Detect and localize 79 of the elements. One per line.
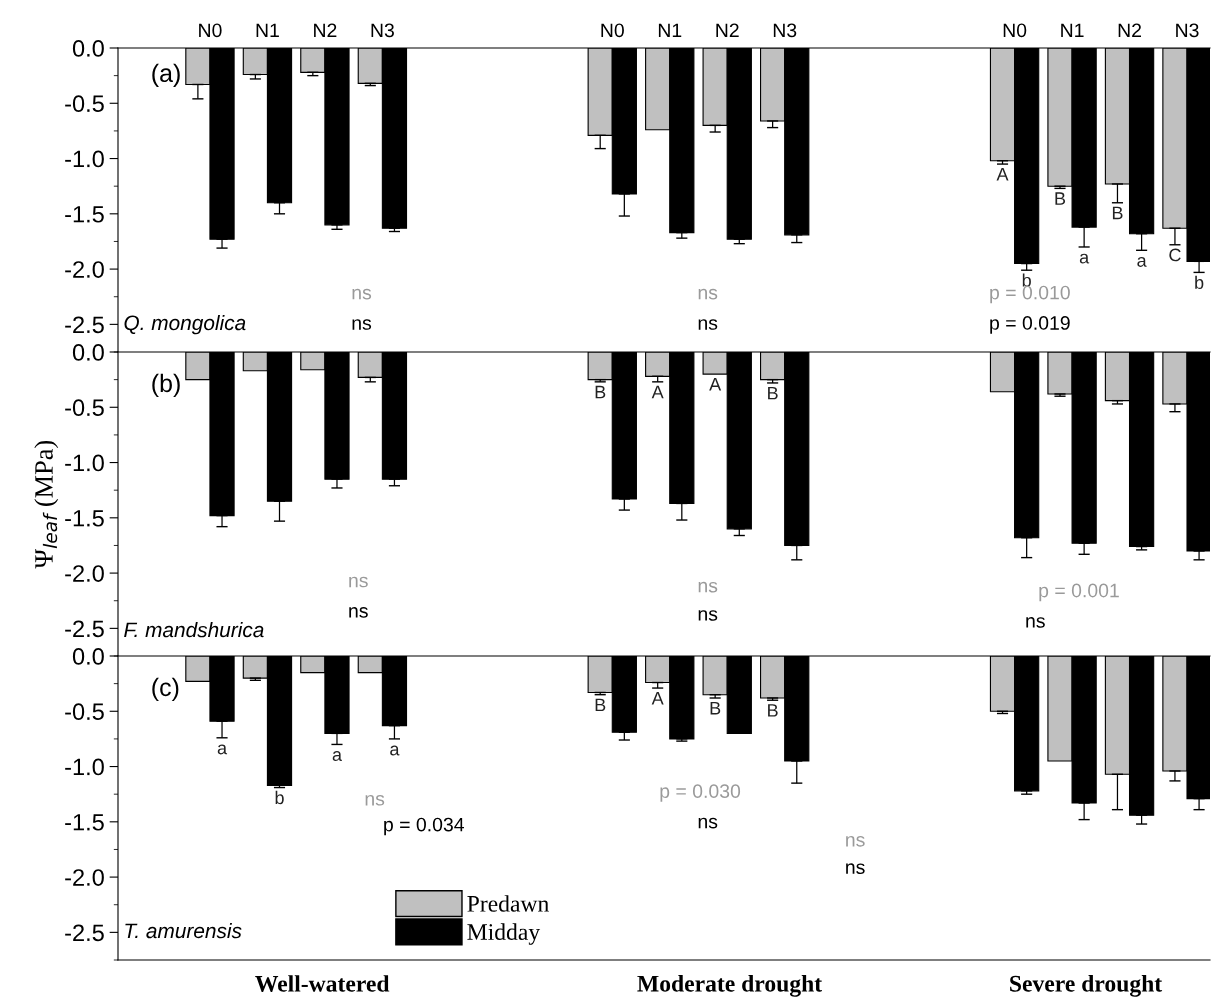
- x-tick-label: N0: [601, 23, 624, 38]
- annotation: F. mandshurica: [124, 621, 264, 638]
- data-label: A: [651, 385, 664, 399]
- x-tick-label: N2: [1118, 23, 1141, 38]
- annotation: Q. mongolica: [124, 314, 246, 335]
- legend-label: Predawn: [467, 895, 549, 912]
- data-label: B: [595, 385, 606, 399]
- y-tick-label: -2.0: [65, 261, 104, 278]
- data-label: a: [1079, 253, 1090, 264]
- y-tick-label: -1.5: [65, 510, 104, 527]
- x-tick-label: N3: [773, 23, 797, 38]
- y-tick-label: -2.0: [65, 869, 104, 886]
- y-tick-label: -1.0: [65, 150, 104, 168]
- annotation: p = 0.019: [990, 316, 1070, 334]
- x-tick-label: N3: [371, 23, 394, 38]
- annotation: ns: [349, 607, 368, 618]
- y-tick-label: -2.5: [65, 620, 104, 638]
- annotation: ns: [349, 576, 368, 588]
- text: (a): [152, 63, 180, 87]
- y-tick-label: 0.0: [72, 648, 104, 665]
- text: Well-watered: [255, 975, 390, 992]
- y-tick-label: -1.5: [65, 206, 104, 223]
- data-label: b: [275, 790, 284, 805]
- data-label: B: [1055, 192, 1066, 205]
- annotation: ns: [698, 319, 718, 330]
- annotation: ns: [352, 288, 372, 300]
- x-tick-label: N2: [716, 23, 739, 38]
- x-tick-label: N2: [314, 23, 337, 38]
- y-tick-label: 0.0: [72, 40, 104, 57]
- data-label: a: [1137, 256, 1147, 267]
- annotation: p = 0.001: [1039, 583, 1119, 602]
- data-label: A: [996, 168, 1009, 181]
- y-tick-label: -2.5: [65, 316, 104, 334]
- y-tick-label: -0.5: [65, 703, 104, 721]
- annotation: p = 0.010: [990, 285, 1070, 304]
- data-label: b: [1195, 275, 1204, 289]
- data-label: B: [595, 698, 606, 712]
- y-tick-label: -2.5: [65, 924, 104, 942]
- y-tick-label: 0.0: [72, 344, 104, 361]
- data-label: C: [1169, 248, 1181, 262]
- data-label: A: [709, 378, 722, 391]
- y-tick-label: -0.5: [65, 95, 104, 113]
- text: (c): [152, 677, 179, 702]
- x-tick-label: N1: [256, 23, 279, 38]
- y-axis-title: Ψ$_{leaf}$ (MPa): [34, 440, 59, 569]
- annotation: ns: [365, 794, 385, 806]
- data-label: B: [710, 701, 721, 715]
- annotation: ns: [698, 288, 718, 300]
- annotation: ns: [352, 319, 372, 330]
- annotation: p = 0.034: [384, 817, 465, 836]
- data-label: a: [332, 751, 342, 762]
- y-tick-label: -1.0: [65, 758, 104, 776]
- y-tick-label: -1.5: [65, 814, 104, 831]
- data-label: a: [390, 745, 400, 756]
- annotation: ns: [698, 581, 718, 593]
- x-tick-label: N0: [1003, 23, 1027, 38]
- annotation: ns: [698, 610, 718, 621]
- annotation: ns: [698, 817, 718, 829]
- annotation: p = 0.030: [660, 784, 741, 802]
- text: (b): [152, 373, 180, 398]
- text: Severe drought: [1010, 975, 1163, 997]
- y-tick-label: -0.5: [65, 399, 104, 417]
- data-label: B: [768, 704, 778, 717]
- legend-label: Midday: [467, 923, 541, 945]
- y-tick-label: -2.0: [65, 565, 104, 582]
- annotation: T. amurensis: [125, 922, 242, 939]
- data-label: B: [1112, 206, 1123, 220]
- text: Moderate drought: [637, 975, 822, 997]
- data-label: A: [651, 692, 664, 705]
- annotation: ns: [1026, 617, 1045, 628]
- x-tick-label: N1: [658, 23, 682, 38]
- x-tick-label: N1: [1061, 23, 1084, 38]
- y-tick-label: -1.0: [65, 454, 104, 472]
- data-label: B: [768, 386, 778, 400]
- annotation: ns: [846, 863, 865, 875]
- x-tick-label: N0: [199, 23, 222, 38]
- data-label: a: [217, 744, 228, 755]
- x-tick-label: N3: [1176, 23, 1199, 38]
- annotation: ns: [846, 836, 865, 847]
